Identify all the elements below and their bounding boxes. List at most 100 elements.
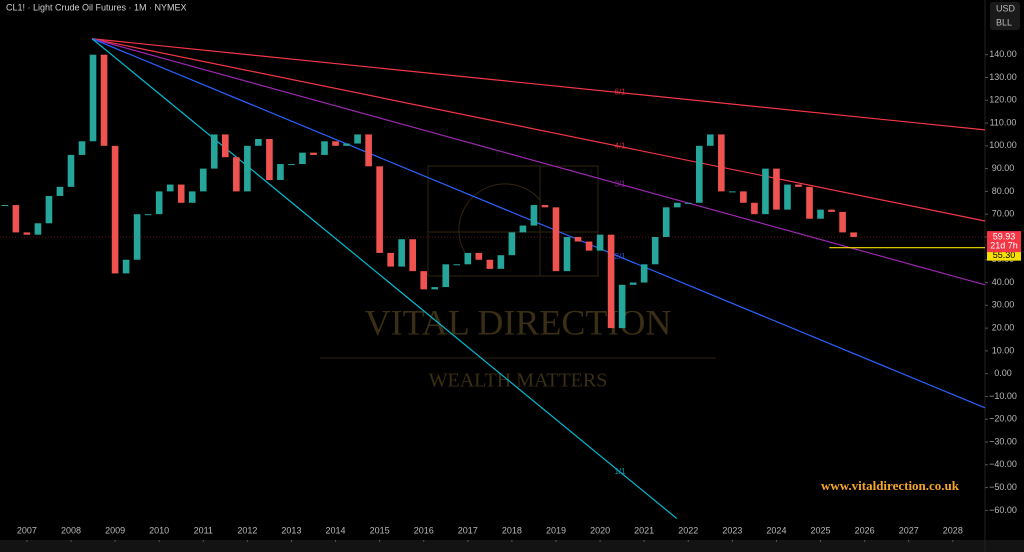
x-tick-label: 2008 <box>61 525 81 535</box>
candle <box>806 186 813 219</box>
y-tick-label: 20.00 <box>992 322 1015 332</box>
candle <box>354 134 361 144</box>
candle <box>89 54 97 142</box>
candle <box>365 134 372 167</box>
candle <box>751 202 758 215</box>
candle <box>508 232 516 256</box>
candle <box>321 141 328 155</box>
candle <box>111 145 119 274</box>
plot: 140.00 130.00 120.00 110.00 100.00 90.00 80.00… <box>0 38 1021 542</box>
x-tick-label: 2016 <box>414 525 434 535</box>
currency-box[interactable] <box>990 2 1020 30</box>
candle <box>255 138 262 146</box>
logo <box>427 165 599 277</box>
candle <box>695 145 703 203</box>
trendline <box>92 38 986 222</box>
x-tick-label: 2012 <box>237 525 257 535</box>
candle <box>530 205 538 226</box>
trendline-label: 3/1 <box>614 179 626 188</box>
candle <box>596 234 604 251</box>
logo-frame <box>427 165 599 277</box>
x-tick-label: 2007 <box>17 525 37 535</box>
candle <box>12 205 20 233</box>
candle <box>310 152 317 155</box>
candle <box>288 164 295 166</box>
candle <box>684 202 692 204</box>
candle <box>431 287 439 290</box>
y-tick-label: −20.00 <box>989 414 1017 424</box>
y-tick-label: 120.00 <box>989 95 1017 105</box>
x-tick-label: 2024 <box>766 525 786 535</box>
candle <box>729 191 736 193</box>
trendline-label: 4/1 <box>614 142 626 151</box>
x-tick-label: 2009 <box>105 525 125 535</box>
candle <box>651 236 659 265</box>
y-tick-label: 140.00 <box>989 49 1017 59</box>
candle <box>343 143 350 146</box>
x-tick-label: 2023 <box>722 525 742 535</box>
candle <box>277 164 284 180</box>
candle <box>100 54 108 146</box>
trendline <box>92 38 986 131</box>
candle <box>773 168 780 210</box>
y-tick-label: 40.00 <box>992 277 1015 287</box>
candle <box>299 152 306 165</box>
candle <box>332 141 339 146</box>
trendline <box>91 38 986 286</box>
candle <box>784 184 791 210</box>
x-tick-label: 2022 <box>678 525 698 535</box>
y-tick-label: 30.00 <box>992 300 1015 310</box>
y-tick-label: 90.00 <box>992 163 1015 173</box>
candle <box>376 166 383 253</box>
candle <box>34 223 42 235</box>
currency: USD <box>996 3 1016 13</box>
y-tick-label: 70.00 <box>992 209 1015 219</box>
candle <box>188 191 196 203</box>
candle <box>1 205 9 207</box>
chart-title: CL1! · Light Crude Oil Futures · 1M · NY… <box>6 2 187 12</box>
candle <box>442 264 450 288</box>
candle <box>541 205 549 208</box>
candle <box>166 184 174 192</box>
y-tick-label: 100.00 <box>989 140 1017 150</box>
trendline-label: 2/1 <box>614 252 626 261</box>
website: www.vitaldirection.co.uk <box>821 478 960 493</box>
y-tick-label: −10.00 <box>989 391 1017 401</box>
y-tick-label: 110.00 <box>990 117 1017 127</box>
candle <box>67 154 75 187</box>
candle <box>497 255 505 269</box>
candle <box>707 134 714 146</box>
y-tick-label: 0.00 <box>994 368 1012 378</box>
x-tick-label: 2019 <box>546 525 566 535</box>
candle <box>420 271 428 290</box>
candle <box>398 239 405 267</box>
trendline-label: 1/1 <box>614 467 626 476</box>
candle <box>740 191 747 203</box>
candle <box>718 134 725 192</box>
candle <box>199 168 207 192</box>
x-tick-label: 2010 <box>149 525 169 535</box>
candle <box>244 145 251 192</box>
candle <box>519 225 527 233</box>
candle <box>828 209 835 212</box>
candle <box>574 236 582 242</box>
x-axis-band <box>0 540 1024 552</box>
x-tick-label: 2013 <box>281 525 301 535</box>
x-tick-label: 2011 <box>194 525 213 535</box>
candle <box>155 191 163 215</box>
candle <box>177 184 185 203</box>
candle <box>839 211 846 233</box>
candle <box>817 209 824 219</box>
candle <box>552 207 560 272</box>
candle <box>133 214 141 260</box>
candle <box>266 138 273 180</box>
candle <box>618 284 626 329</box>
y-tick-label: 130.00 <box>989 72 1017 82</box>
candle <box>210 134 218 169</box>
x-tick-label: 2015 <box>370 525 390 535</box>
logo-spiral <box>428 166 598 276</box>
candle <box>563 236 571 272</box>
candle <box>486 259 494 269</box>
y-tick-label: −50.00 <box>989 482 1017 492</box>
